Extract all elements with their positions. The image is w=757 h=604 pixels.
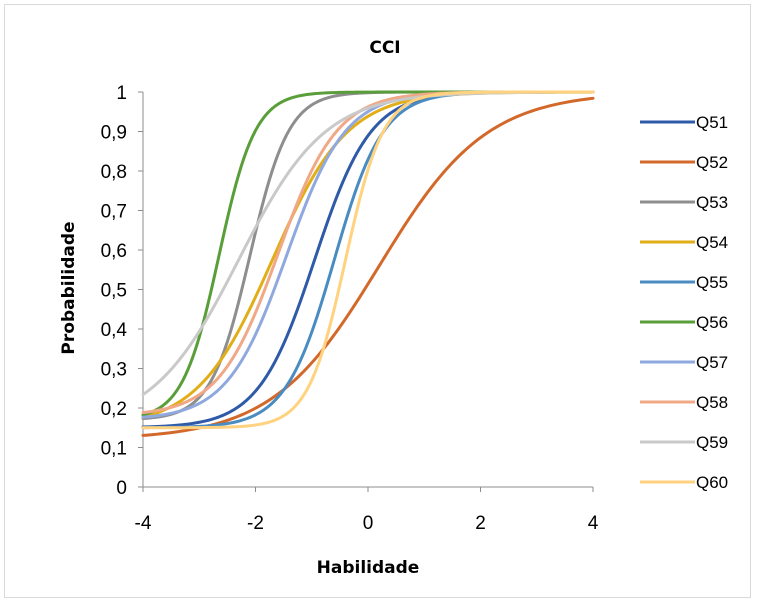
y-tick-label: 1 — [116, 83, 127, 104]
y-tick-label: 0,4 — [101, 320, 128, 341]
y-axis-title: Probabilidade — [59, 221, 79, 354]
y-tick-label: 0,3 — [101, 360, 127, 381]
legend-label-q54: Q54 — [696, 233, 728, 252]
y-tick-label: 0,5 — [101, 281, 127, 302]
y-tick-label: 0,6 — [101, 241, 127, 262]
y-tick-label: 0,2 — [101, 399, 127, 420]
y-tick-label: 0,8 — [101, 162, 127, 183]
legend-label-q59: Q59 — [696, 433, 728, 452]
x-tick-label: -4 — [135, 513, 152, 534]
legend-label-q55: Q55 — [696, 273, 728, 292]
series-line-q57 — [141, 90, 595, 419]
x-tick-label: 2 — [475, 513, 486, 534]
x-tick-label: -2 — [247, 513, 264, 534]
legend-label-q57: Q57 — [696, 353, 728, 372]
y-tick-label: 0,7 — [101, 202, 127, 223]
legend: Q51 Q52 Q53 Q54 Q55 Q56 Q57 Q58 Q59 Q60 — [640, 113, 728, 492]
series-line-q56 — [141, 90, 595, 417]
series-line-q51 — [141, 90, 595, 429]
legend-label-q52: Q52 — [696, 153, 728, 172]
x-tick-label: 0 — [363, 513, 374, 534]
legend-label-q51: Q51 — [696, 113, 728, 132]
y-tick-label: 0,9 — [101, 123, 127, 144]
y-tick-labels: 0 0,1 0,2 0,3 0,4 0,5 0,6 0,7 0,8 0,9 1 — [101, 83, 143, 499]
series-line-q60 — [141, 90, 595, 430]
x-tick-label: 4 — [588, 513, 599, 534]
x-tick-labels: -4 -2 0 2 4 — [135, 487, 599, 534]
legend-label-q60: Q60 — [696, 473, 728, 492]
y-tick-label: 0,1 — [101, 439, 127, 460]
chart-frame: CCI Habilidade Probabilidade 0 0,1 0,2 0,3 0… — [4, 4, 751, 598]
series-lines — [141, 90, 595, 437]
series-line-q52 — [141, 96, 595, 437]
series-line-q54 — [141, 90, 595, 419]
chart-title: CCI — [369, 38, 400, 58]
series-line-q55 — [141, 90, 595, 430]
chart-svg: CCI Habilidade Probabilidade 00,10,20,30… — [59, 38, 728, 578]
legend-label-q56: Q56 — [696, 313, 728, 332]
series-line-q53 — [141, 90, 595, 421]
legend-label-q53: Q53 — [696, 193, 728, 212]
legend-label-q58: Q58 — [696, 393, 728, 412]
y-tick-label: 0 — [116, 478, 127, 499]
series-line-q58 — [141, 90, 595, 415]
x-axis-title: Habilidade — [317, 558, 420, 578]
